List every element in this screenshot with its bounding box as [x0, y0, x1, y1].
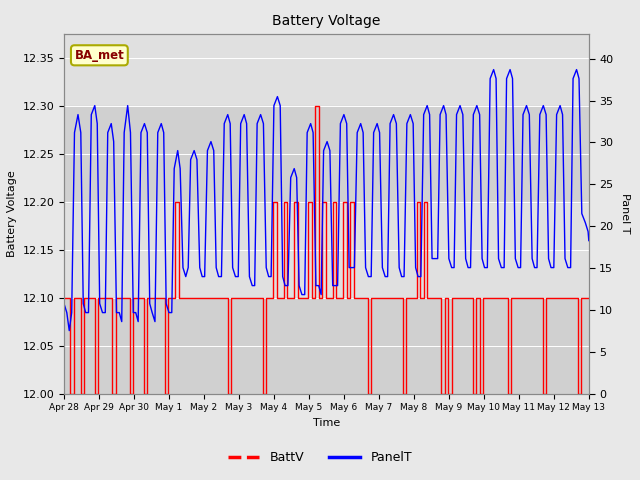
Y-axis label: Battery Voltage: Battery Voltage: [7, 170, 17, 257]
X-axis label: Time: Time: [313, 418, 340, 428]
Legend: BattV, PanelT: BattV, PanelT: [223, 446, 417, 469]
Bar: [64, 298, 589, 394]
Title: Battery Voltage: Battery Voltage: [272, 14, 381, 28]
Y-axis label: Panel T: Panel T: [620, 193, 630, 234]
Text: BA_met: BA_met: [74, 49, 124, 62]
Bar: [64, 106, 589, 202]
